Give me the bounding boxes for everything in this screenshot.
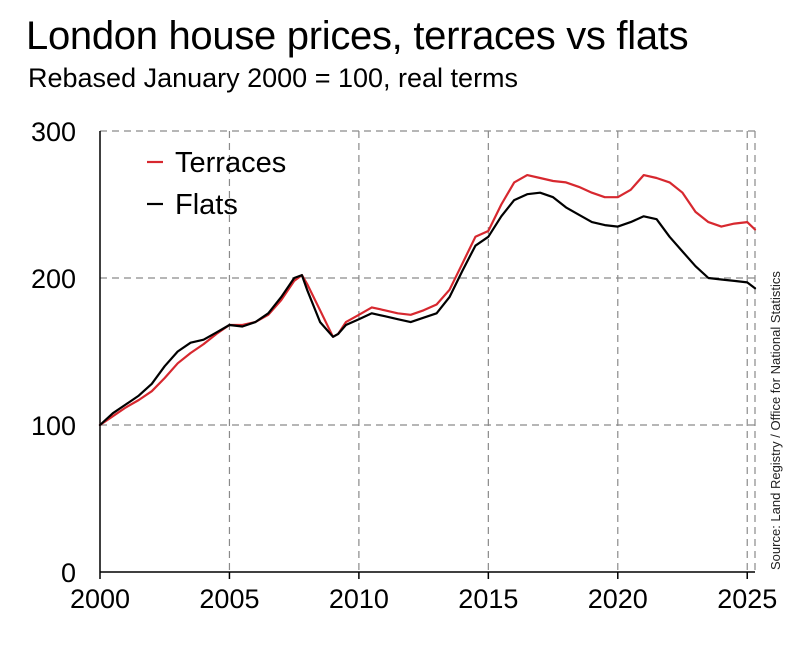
y-tick-label: 300	[31, 117, 76, 147]
x-tick-label: 2025	[717, 584, 777, 614]
series-line-terraces	[98, 174, 757, 427]
series-line-flats	[98, 191, 757, 427]
y-tick-label: 200	[31, 264, 76, 294]
x-tick-label: 2000	[70, 584, 130, 614]
y-tick-label: 100	[31, 411, 76, 441]
legend-label-flats: Flats	[175, 189, 238, 221]
x-tick-label: 2020	[588, 584, 648, 614]
x-tick-label: 2015	[458, 584, 518, 614]
legend: Terraces Flats	[147, 147, 286, 221]
legend-label-terraces: Terraces	[175, 147, 286, 179]
chart-subtitle: Rebased January 2000 = 100, real terms	[28, 63, 519, 93]
x-tick-label: 2005	[199, 584, 259, 614]
axes: 0 100 200 300 2000 2005 2010 2015 2020 2025	[31, 117, 777, 614]
grid	[100, 130, 756, 572]
chart-title: London house prices, terraces vs flats	[26, 14, 689, 58]
y-tick-label: 0	[61, 558, 76, 588]
x-tick-label: 2010	[329, 584, 389, 614]
series-lines	[98, 174, 757, 427]
